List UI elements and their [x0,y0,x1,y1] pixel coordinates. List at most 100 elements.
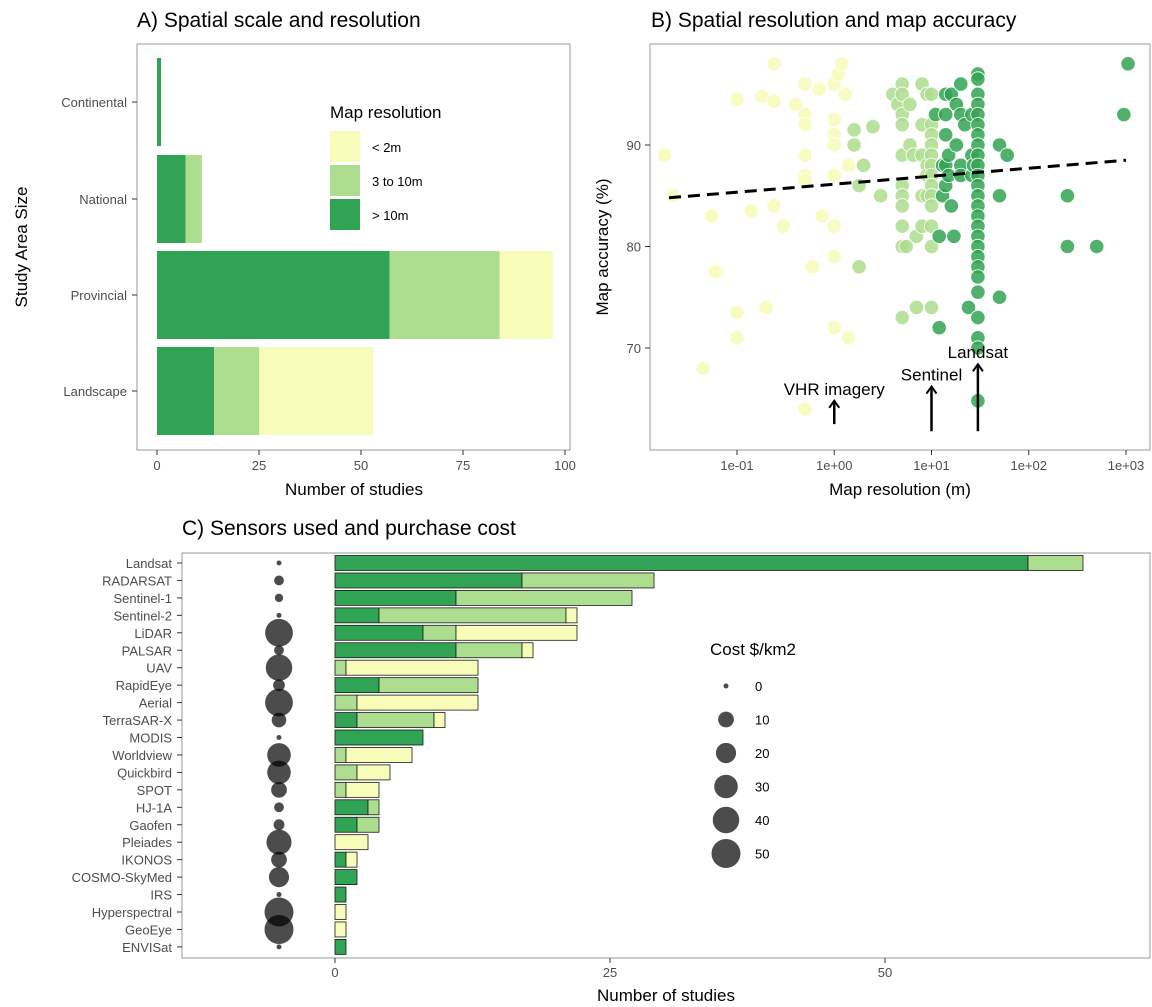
y-tick-label: Sentinel-1 [113,591,172,606]
bar-continental-10m [157,58,162,146]
bar-provincial-3to10m [389,251,500,339]
scatter-point [923,86,940,102]
scatter-point [894,218,910,234]
y-tick-label: SPOT [137,783,172,798]
size-legend-label: 10 [755,713,769,728]
legend-label: 3 to 10m [372,174,423,189]
bar-gaofen-10m [334,816,358,833]
scatter-point [758,299,774,315]
panel-c-bars [334,555,1084,955]
annotation-sentinel: Sentinel [901,366,962,385]
scatter-point [999,147,1015,163]
cost-bubble-uav [265,654,293,681]
trend-line [668,158,1127,200]
x-tick-label: 1e+01 [913,458,950,473]
scatter-point [775,218,792,234]
size-legend-label: 30 [755,780,769,795]
bar-ikonos-2m [345,851,358,868]
bar-sentinel-2-10m [334,607,380,624]
scatter-point [946,228,962,244]
scatter-point [938,106,954,123]
cost-bubbles [264,560,294,950]
bar-geoeye-2m [334,921,347,938]
scatter-point [840,330,857,346]
cost-bubble-worldview [267,743,291,767]
scatter-point [941,147,957,163]
legend-label: > 10m [372,208,409,223]
panel-a-x-axis: 0 25 50 75 100 [153,450,576,473]
panel-b-y-label: Map accuracy (%) [593,179,612,316]
panel-c-y-axis: Landsat RADARSAT Sentinel-1 Sentinel-2 LiDAR… [72,556,182,955]
scatter-point [991,289,1008,305]
scatter-point [938,127,954,143]
scatter-point [811,81,827,97]
cost-bubble-geoeye [264,914,294,944]
scatter-point [970,71,986,87]
bar-landscape-3to10m [214,347,259,435]
x-tick-label: 1e-01 [720,458,753,473]
cost-legend-title: Cost $/km2 [710,640,796,659]
scatter-point [814,208,830,224]
scatter-point [894,86,910,102]
panel-c: C) Sensors used and purchase cost Landsa… [72,517,1151,1005]
bar-provincial-10m [157,251,390,339]
scatter-point [894,309,910,326]
cost-bubble-quickbird [267,760,291,785]
panel-a-y-label: Study Area Size [12,187,31,308]
scatter-point [656,147,673,163]
scatter-point [797,76,813,92]
cost-bubble-palsar [274,645,284,656]
scatter-point [729,330,745,346]
scatter-point [948,137,964,153]
bar-worldview-2m [345,747,413,763]
annotation-arrowhead [972,362,984,372]
resolution-annotations: VHR imagery Sentinel Landsat [784,343,1008,432]
cost-bubble-spot [271,781,287,798]
scatter-point [1059,188,1076,204]
y-tick-label: Quickbird [117,765,172,780]
panel-b-points [656,56,1136,417]
cost-bubble-landsat [276,560,282,566]
bar-radarsat-10m [334,572,523,589]
scatter-point [970,269,986,285]
scatter-point [991,137,1008,153]
bar-lidar-3to10m [422,624,457,641]
scatter-point [787,96,804,113]
bar-aerial-3to10m [334,694,358,711]
y-tick-label: 70 [627,341,641,356]
y-tick-label: Landscape [63,384,127,399]
panel-b-x-label: Map resolution (m) [829,480,971,499]
y-tick-label: IKONOS [121,853,172,868]
y-tick-label: ENVISat [122,940,172,955]
bar-national-10m [157,155,186,243]
cost-bubble-pleiades [266,829,292,855]
x-tick-label: 0 [331,965,338,980]
y-tick-label: UAV [146,661,172,676]
size-legend-label: 40 [755,813,769,828]
bar-hj-1a-3to10m [367,799,380,816]
y-tick-label: IRS [150,888,172,903]
cost-bubble-aerial [265,688,293,717]
scatter-point [923,299,940,315]
scatter-point [805,259,821,275]
cost-bubble-hj-1a [274,802,284,813]
cost-bubble-envisat [276,944,282,950]
scatter-point [826,167,842,184]
bar-uav-2m [345,659,479,676]
panel-b: B) Spatial resolution and map accuracy V… [593,9,1151,499]
y-tick-label: National [79,192,127,207]
cost-legend: Cost $/km2 0 10 20 30 40 50 [710,640,796,868]
y-tick-label: 90 [627,138,641,153]
scatter-point [970,309,986,326]
resolution-legend-title: Map resolution [330,103,442,122]
cost-bubble-gaofen [273,819,285,831]
bar-rapideye-10m [334,677,380,694]
legend-label: < 2m [372,140,401,155]
cost-bubble-sentinel-2 [276,612,282,618]
scatter-point [865,119,881,135]
bar-landsat-10m [334,555,1029,571]
x-tick-label: 0 [153,458,160,473]
bar-spot-3to10m [334,781,347,798]
x-tick-label: 25 [603,965,617,980]
